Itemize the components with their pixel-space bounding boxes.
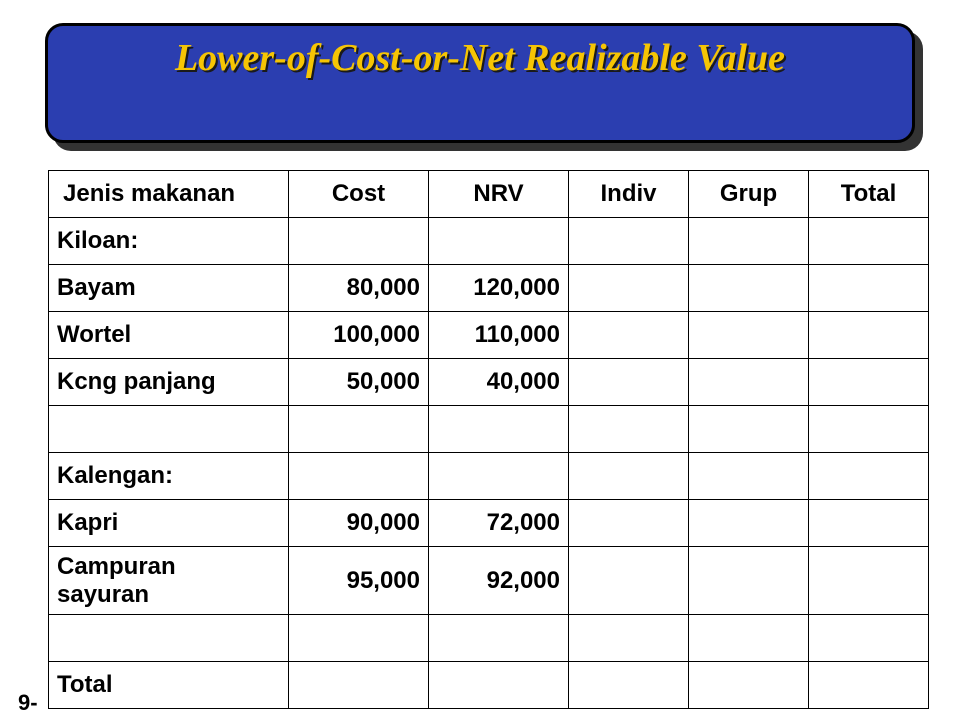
cell-nrv bbox=[429, 218, 569, 265]
cell-grup bbox=[689, 500, 809, 547]
cell-cost bbox=[289, 615, 429, 662]
cell-grup bbox=[689, 265, 809, 312]
cell-cost bbox=[289, 218, 429, 265]
cell-grup bbox=[689, 312, 809, 359]
cell-indiv bbox=[569, 265, 689, 312]
cell-total bbox=[809, 547, 929, 615]
cell-nrv: 40,000 bbox=[429, 359, 569, 406]
table-wrap: Jenis makanan Cost NRV Indiv Grup Total … bbox=[48, 170, 928, 709]
cell-grup bbox=[689, 453, 809, 500]
cell-nrv: 120,000 bbox=[429, 265, 569, 312]
cell-label bbox=[49, 615, 289, 662]
cell-total bbox=[809, 406, 929, 453]
cell-grup bbox=[689, 615, 809, 662]
page-title: Lower-of-Cost-or-Net Realizable Value bbox=[175, 38, 785, 80]
table-row bbox=[49, 615, 929, 662]
cell-total bbox=[809, 218, 929, 265]
cell-indiv bbox=[569, 359, 689, 406]
cell-label bbox=[49, 406, 289, 453]
page-number: 9- bbox=[18, 690, 38, 716]
cell-cost: 50,000 bbox=[289, 359, 429, 406]
slide: Lower-of-Cost-or-Net Realizable Value Je… bbox=[0, 0, 960, 720]
cell-cost bbox=[289, 453, 429, 500]
cell-label: Kiloan: bbox=[49, 218, 289, 265]
cell-indiv bbox=[569, 406, 689, 453]
col-nrv: NRV bbox=[429, 171, 569, 218]
table-row: Kapri90,00072,000 bbox=[49, 500, 929, 547]
cell-cost: 100,000 bbox=[289, 312, 429, 359]
cell-total bbox=[809, 615, 929, 662]
col-indiv: Indiv bbox=[569, 171, 689, 218]
cell-label: Total bbox=[49, 662, 289, 709]
table-row: Bayam80,000120,000 bbox=[49, 265, 929, 312]
col-jenis: Jenis makanan bbox=[49, 171, 289, 218]
cell-label: Kapri bbox=[49, 500, 289, 547]
lcm-table: Jenis makanan Cost NRV Indiv Grup Total … bbox=[48, 170, 929, 709]
cell-label: Bayam bbox=[49, 265, 289, 312]
table-row: Kalengan: bbox=[49, 453, 929, 500]
cell-label: Wortel bbox=[49, 312, 289, 359]
cell-total bbox=[809, 265, 929, 312]
cell-total bbox=[809, 662, 929, 709]
cell-nrv bbox=[429, 406, 569, 453]
cell-label: Kalengan: bbox=[49, 453, 289, 500]
cell-indiv bbox=[569, 312, 689, 359]
cell-nrv bbox=[429, 615, 569, 662]
cell-cost: 90,000 bbox=[289, 500, 429, 547]
cell-grup bbox=[689, 662, 809, 709]
table-row: Kcng panjang50,00040,000 bbox=[49, 359, 929, 406]
cell-total bbox=[809, 359, 929, 406]
cell-nrv bbox=[429, 453, 569, 500]
table-body: Kiloan:Bayam80,000120,000Wortel100,00011… bbox=[49, 218, 929, 709]
title-box: Lower-of-Cost-or-Net Realizable Value bbox=[45, 23, 915, 143]
cell-indiv bbox=[569, 218, 689, 265]
cell-nrv bbox=[429, 662, 569, 709]
cell-grup bbox=[689, 547, 809, 615]
cell-label: Campuransayuran bbox=[49, 547, 289, 615]
cell-nrv: 92,000 bbox=[429, 547, 569, 615]
table-row: Kiloan: bbox=[49, 218, 929, 265]
cell-cost: 95,000 bbox=[289, 547, 429, 615]
cell-nrv: 110,000 bbox=[429, 312, 569, 359]
table-header-row: Jenis makanan Cost NRV Indiv Grup Total bbox=[49, 171, 929, 218]
cell-grup bbox=[689, 359, 809, 406]
cell-indiv bbox=[569, 662, 689, 709]
cell-total bbox=[809, 312, 929, 359]
cell-cost bbox=[289, 406, 429, 453]
cell-cost: 80,000 bbox=[289, 265, 429, 312]
cell-indiv bbox=[569, 547, 689, 615]
col-cost: Cost bbox=[289, 171, 429, 218]
table-row bbox=[49, 406, 929, 453]
cell-grup bbox=[689, 406, 809, 453]
cell-total bbox=[809, 500, 929, 547]
cell-indiv bbox=[569, 615, 689, 662]
table-head: Jenis makanan Cost NRV Indiv Grup Total bbox=[49, 171, 929, 218]
table-row: Campuransayuran95,00092,000 bbox=[49, 547, 929, 615]
table-row: Total bbox=[49, 662, 929, 709]
col-total: Total bbox=[809, 171, 929, 218]
cell-indiv bbox=[569, 500, 689, 547]
col-grup: Grup bbox=[689, 171, 809, 218]
cell-label: Kcng panjang bbox=[49, 359, 289, 406]
cell-cost bbox=[289, 662, 429, 709]
cell-total bbox=[809, 453, 929, 500]
cell-nrv: 72,000 bbox=[429, 500, 569, 547]
cell-indiv bbox=[569, 453, 689, 500]
cell-grup bbox=[689, 218, 809, 265]
table-row: Wortel100,000110,000 bbox=[49, 312, 929, 359]
